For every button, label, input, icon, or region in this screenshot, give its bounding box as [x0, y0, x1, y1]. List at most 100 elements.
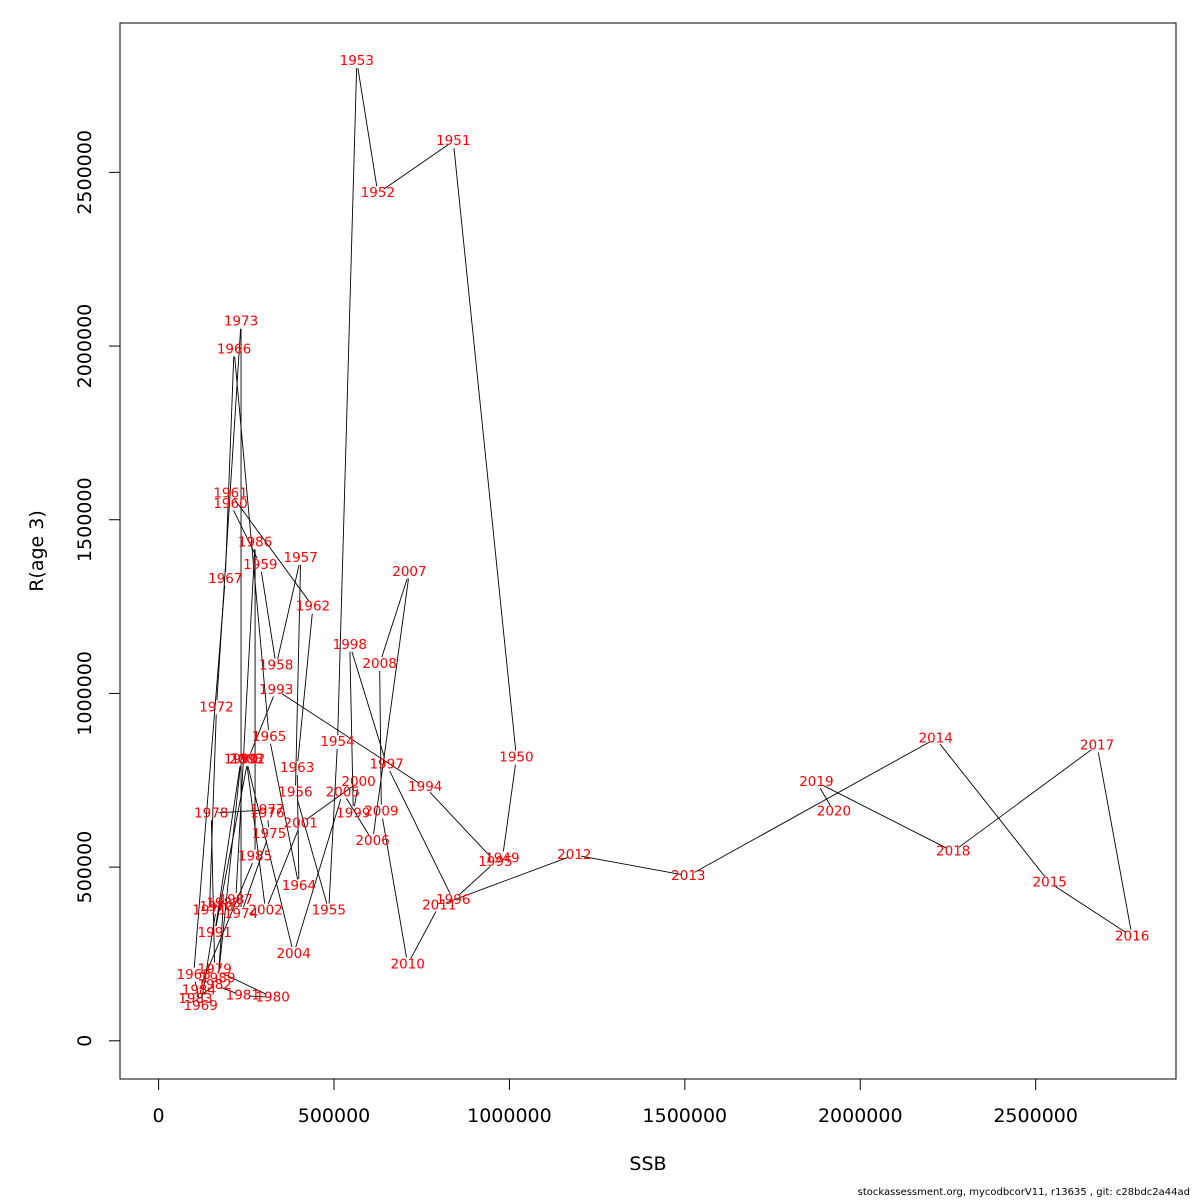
year-label-1973: 1973 — [224, 314, 258, 330]
year-label-1967: 1967 — [208, 571, 242, 587]
x-tick-label: 2500000 — [993, 1105, 1078, 1127]
x-tick-label: 1500000 — [643, 1105, 728, 1127]
series-segment — [296, 775, 300, 880]
series-segment — [458, 866, 491, 896]
year-label-1995: 1995 — [478, 854, 512, 870]
year-label-2012: 2012 — [557, 847, 591, 863]
series-segment — [939, 743, 1046, 878]
footer-credit: stockassessment.org, mycodbcorV11, r1363… — [857, 1187, 1190, 1198]
series-segment — [346, 798, 370, 836]
series-segment — [210, 820, 216, 963]
year-label-1963: 1963 — [280, 760, 314, 776]
year-label-1996: 1996 — [436, 892, 470, 908]
year-label-2016: 2016 — [1115, 929, 1149, 945]
series-segment — [260, 571, 276, 659]
year-label-1966: 1966 — [217, 342, 251, 358]
series-segment — [349, 651, 354, 807]
year-label-1985: 1985 — [238, 849, 272, 865]
series-segment — [200, 988, 210, 996]
year-label-1990: 1990 — [224, 751, 258, 767]
year-label-1993: 1993 — [259, 682, 293, 698]
series-segment — [351, 651, 386, 759]
series-segment — [225, 356, 235, 572]
year-label-1950: 1950 — [499, 750, 533, 766]
series-segment — [267, 830, 299, 905]
year-label-1981: 1981 — [226, 988, 260, 1004]
year-label-2018: 2018 — [936, 843, 970, 859]
year-label-2020: 2020 — [817, 804, 851, 820]
year-label-2005: 2005 — [326, 784, 360, 800]
series-segment — [379, 670, 382, 805]
series-segment — [218, 809, 261, 814]
series-segment — [383, 144, 448, 190]
year-label-1997: 1997 — [369, 757, 403, 773]
series-segment — [242, 840, 268, 908]
year-label-1982: 1982 — [198, 977, 232, 993]
series-segment — [445, 856, 568, 904]
series-segment — [373, 578, 409, 835]
year-label-1994: 1994 — [408, 779, 442, 795]
series-segment — [267, 820, 269, 828]
y-tick-label: 2000000 — [74, 304, 96, 389]
series-segment — [221, 987, 237, 994]
series-segment — [246, 766, 266, 904]
series-segment — [453, 148, 517, 751]
series-segment — [295, 564, 301, 786]
y-axis-label: R(age 3) — [26, 510, 48, 592]
year-label-1953: 1953 — [340, 53, 374, 69]
series-segment — [354, 788, 358, 807]
year-label-1969: 1969 — [184, 998, 218, 1014]
year-label-2006: 2006 — [355, 833, 389, 849]
series-path — [193, 68, 1132, 1000]
x-tick-label: 1000000 — [467, 1105, 552, 1127]
year-label-1971: 1971 — [192, 903, 226, 919]
series-segment — [328, 749, 338, 904]
series-segment — [218, 766, 241, 972]
year-labels: 1949 1950 1951 1952 1953 1954 1955 1956 1957 1958… — [176, 53, 1149, 1014]
y-tick-label: 500000 — [74, 831, 96, 904]
year-label-1956: 1956 — [278, 784, 312, 800]
year-label-1987: 1987 — [219, 892, 253, 908]
year-label-1965: 1965 — [252, 729, 286, 745]
series-segment — [194, 981, 200, 1000]
year-label-1952: 1952 — [361, 185, 395, 201]
year-label-1964: 1964 — [282, 878, 316, 894]
year-label-1959: 1959 — [243, 557, 277, 573]
y-tick-label: 0 — [74, 1035, 96, 1047]
series-segment — [234, 356, 269, 730]
axes: 0 500000 1000000 1500000 2000000 2500000 0 5000… — [74, 130, 1078, 1127]
series-segment — [234, 499, 310, 602]
y-tick-label: 2500000 — [74, 130, 96, 215]
series-segment — [822, 784, 948, 849]
year-label-1977: 1977 — [250, 802, 284, 818]
year-label-2011: 2011 — [422, 897, 456, 913]
series-segment — [249, 995, 266, 998]
series-segment — [295, 798, 342, 948]
year-label-1984: 1984 — [182, 982, 216, 998]
series-segment — [215, 766, 241, 927]
plot-frame — [119, 22, 1177, 1080]
series-segment — [1097, 752, 1132, 930]
year-label-1954: 1954 — [320, 734, 354, 750]
series-segment — [250, 696, 274, 754]
series-segment — [1055, 886, 1127, 934]
year-label-1949: 1949 — [485, 850, 519, 866]
series-segment — [694, 741, 930, 873]
year-label-1986: 1986 — [238, 534, 272, 550]
series-segment — [389, 770, 451, 895]
year-label-1955: 1955 — [312, 903, 346, 919]
series-segment — [502, 764, 516, 852]
series-segment — [382, 818, 407, 958]
year-label-1991: 1991 — [198, 925, 232, 941]
year-label-1980: 1980 — [255, 989, 289, 1005]
series-segment — [297, 613, 313, 762]
year-label-2014: 2014 — [919, 731, 953, 747]
series-segment — [201, 913, 216, 1000]
year-label-1972: 1972 — [199, 699, 233, 715]
series-segment — [235, 549, 256, 894]
year-label-1983: 1983 — [178, 991, 212, 1007]
year-label-2000: 2000 — [341, 774, 375, 790]
year-label-1976: 1976 — [250, 805, 284, 821]
year-label-1974: 1974 — [224, 906, 258, 922]
year-label-1958: 1958 — [259, 658, 293, 674]
